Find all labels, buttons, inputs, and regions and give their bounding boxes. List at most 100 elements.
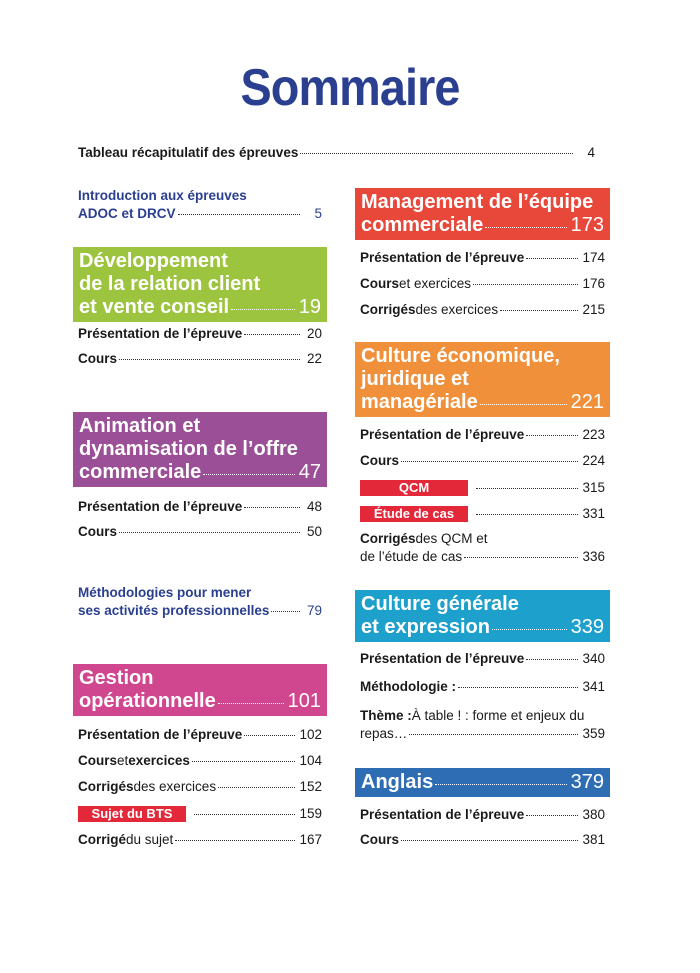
- entry-line: Présentation de l’épreuve 174: [360, 250, 605, 268]
- entry-line: de l’étude de cas 336: [360, 549, 605, 567]
- toc-entry[interactable]: Corrigé du sujet 167: [78, 832, 322, 850]
- toc-entry[interactable]: Corrigés des QCM et de l’étude de cas 336: [360, 531, 605, 567]
- entry-line: Cours et exercices 104: [78, 753, 322, 771]
- section-header[interactable]: Développement de la relation client et ven…: [73, 247, 327, 322]
- entry-line: Corrigé du sujet 167: [78, 832, 322, 850]
- entry-text: des exercices: [415, 302, 499, 317]
- dot-leader: [218, 787, 296, 788]
- dot-leader: [479, 404, 567, 405]
- page-number: 224: [582, 453, 605, 468]
- entry-bold: Présentation de l’épreuve: [78, 727, 243, 742]
- entry-bold: Présentation de l’épreuve: [360, 250, 525, 265]
- section-header[interactable]: Anglais 379: [355, 768, 610, 797]
- entry-bold: Présentation de l’épreuve: [78, 499, 243, 514]
- page-number: 221: [570, 391, 604, 413]
- entry-bold: Cours: [78, 351, 118, 366]
- toc-entry[interactable]: Cours 381: [360, 832, 605, 850]
- dot-leader: [485, 227, 567, 228]
- entry-line: Tableau récapitulatif des épreuves 4: [78, 145, 595, 163]
- entry-bold: Méthodologie :: [360, 679, 456, 694]
- section-title-last-line: opérationnelle 101: [79, 690, 321, 713]
- page-number: 331: [582, 506, 605, 521]
- dot-leader: [271, 611, 300, 612]
- toc-entry[interactable]: Présentation de l’épreuve 340: [360, 651, 605, 669]
- toc-entry[interactable]: Présentation de l’épreuve 20: [78, 326, 322, 344]
- page-number: 215: [582, 302, 605, 317]
- dot-leader: [526, 435, 579, 436]
- toc-entry[interactable]: QCM 315: [360, 480, 605, 498]
- section-header[interactable]: Gestion opérationnelle 101: [73, 664, 327, 716]
- toc-entry[interactable]: Cours 22: [78, 351, 322, 369]
- entry-text: des exercices: [133, 779, 217, 794]
- toc-entry[interactable]: Cours 224: [360, 453, 605, 471]
- section-title-line: Gestion: [79, 667, 154, 689]
- entry-bold: exercices: [128, 753, 190, 768]
- toc-entry[interactable]: Corrigés des exercices 215: [360, 302, 605, 320]
- exercise-badge: Sujet du BTS: [78, 806, 186, 822]
- toc-entry[interactable]: Méthodologies pour mener ses activités pr…: [78, 585, 322, 621]
- section-header[interactable]: Culture économique, juridique et managéria…: [355, 342, 610, 417]
- section-title-last-line: Anglais 379: [361, 771, 604, 794]
- entry-text: de l’étude de cas: [360, 549, 463, 564]
- section-title-line: opérationnelle: [79, 690, 216, 712]
- entry-bold: Corrigés: [360, 531, 416, 546]
- dot-leader: [464, 557, 579, 558]
- exercise-badge: QCM: [360, 480, 468, 496]
- section-title-last-line: commerciale 47: [79, 461, 321, 484]
- entry-title: Introduction aux épreuves: [78, 188, 247, 203]
- toc-entry[interactable]: Présentation de l’épreuve 102: [78, 727, 322, 745]
- dot-leader: [476, 488, 579, 489]
- section-title-last-line: managériale 221: [361, 391, 604, 414]
- entry-line: QCM 315: [360, 480, 605, 498]
- entry-text: repas…: [360, 726, 408, 741]
- toc-entry[interactable]: Présentation de l’épreuve 48: [78, 499, 322, 517]
- dot-leader: [244, 507, 300, 508]
- page-number: 359: [582, 726, 605, 741]
- toc-entry[interactable]: Présentation de l’épreuve 380: [360, 807, 605, 825]
- page-number: 174: [582, 250, 605, 265]
- page-number: 159: [299, 806, 322, 821]
- toc-entry[interactable]: Cours 50: [78, 524, 322, 542]
- page-number: 48: [306, 499, 322, 514]
- page-number: 101: [287, 690, 321, 712]
- toc-entry[interactable]: Présentation de l’épreuve 223: [360, 427, 605, 445]
- toc-entry[interactable]: Étude de cas 331: [360, 506, 605, 524]
- toc-entry[interactable]: Tableau récapitulatif des épreuves 4: [78, 145, 595, 163]
- toc-entry[interactable]: Cours et exercices 104: [78, 753, 322, 771]
- entry-line: Corrigés des exercices 152: [78, 779, 322, 797]
- toc-entry[interactable]: Cours et exercices 176: [360, 276, 605, 294]
- section-title-line: Culture économique,: [361, 345, 560, 367]
- page-number: 79: [306, 603, 322, 618]
- entry-bold: Thème :: [360, 708, 412, 723]
- page-number: 341: [582, 679, 605, 694]
- entry-line: Corrigés des exercices 215: [360, 302, 605, 320]
- page-number: 19: [298, 296, 321, 318]
- toc-entry[interactable]: Thème : À table ! : forme et enjeux du re…: [360, 708, 605, 744]
- toc-entry[interactable]: Introduction aux épreuves ADOC et DRCV 5: [78, 188, 322, 224]
- entry-text: et: [117, 753, 129, 768]
- section-title-last-line: et expression 339: [361, 616, 604, 639]
- section-header[interactable]: Management de l’équipe commerciale 173: [355, 188, 610, 240]
- toc-entry[interactable]: Corrigés des exercices 152: [78, 779, 322, 797]
- entry-bold: Cours: [78, 524, 118, 539]
- dot-leader: [244, 334, 300, 335]
- entry-bold: Présentation de l’épreuve: [78, 326, 243, 341]
- dot-leader: [244, 735, 296, 736]
- toc-entry[interactable]: Présentation de l’épreuve 174: [360, 250, 605, 268]
- page-number: 20: [306, 326, 322, 341]
- section-header[interactable]: Animation et dynamisation de l’offre comme…: [73, 412, 327, 487]
- entry-bold: Cours: [78, 753, 118, 768]
- section-title-line: et vente conseil: [79, 296, 230, 318]
- section-header[interactable]: Culture générale et expression 339: [355, 590, 610, 642]
- toc-entry[interactable]: Sujet du BTS 159: [78, 806, 322, 824]
- dot-leader: [457, 687, 579, 688]
- section-title-line: Animation et: [79, 415, 201, 437]
- toc-entry[interactable]: Méthodologie : 341: [360, 679, 605, 697]
- entry-line: Présentation de l’épreuve 223: [360, 427, 605, 445]
- entry-bold: Corrigé: [78, 832, 127, 847]
- entry-line: Cours et exercices 176: [360, 276, 605, 294]
- section-title-line: commerciale: [79, 461, 202, 483]
- dot-leader: [435, 784, 567, 785]
- section-title-line: de la relation client: [79, 273, 261, 295]
- entry-title: ADOC et DRCV: [78, 206, 176, 221]
